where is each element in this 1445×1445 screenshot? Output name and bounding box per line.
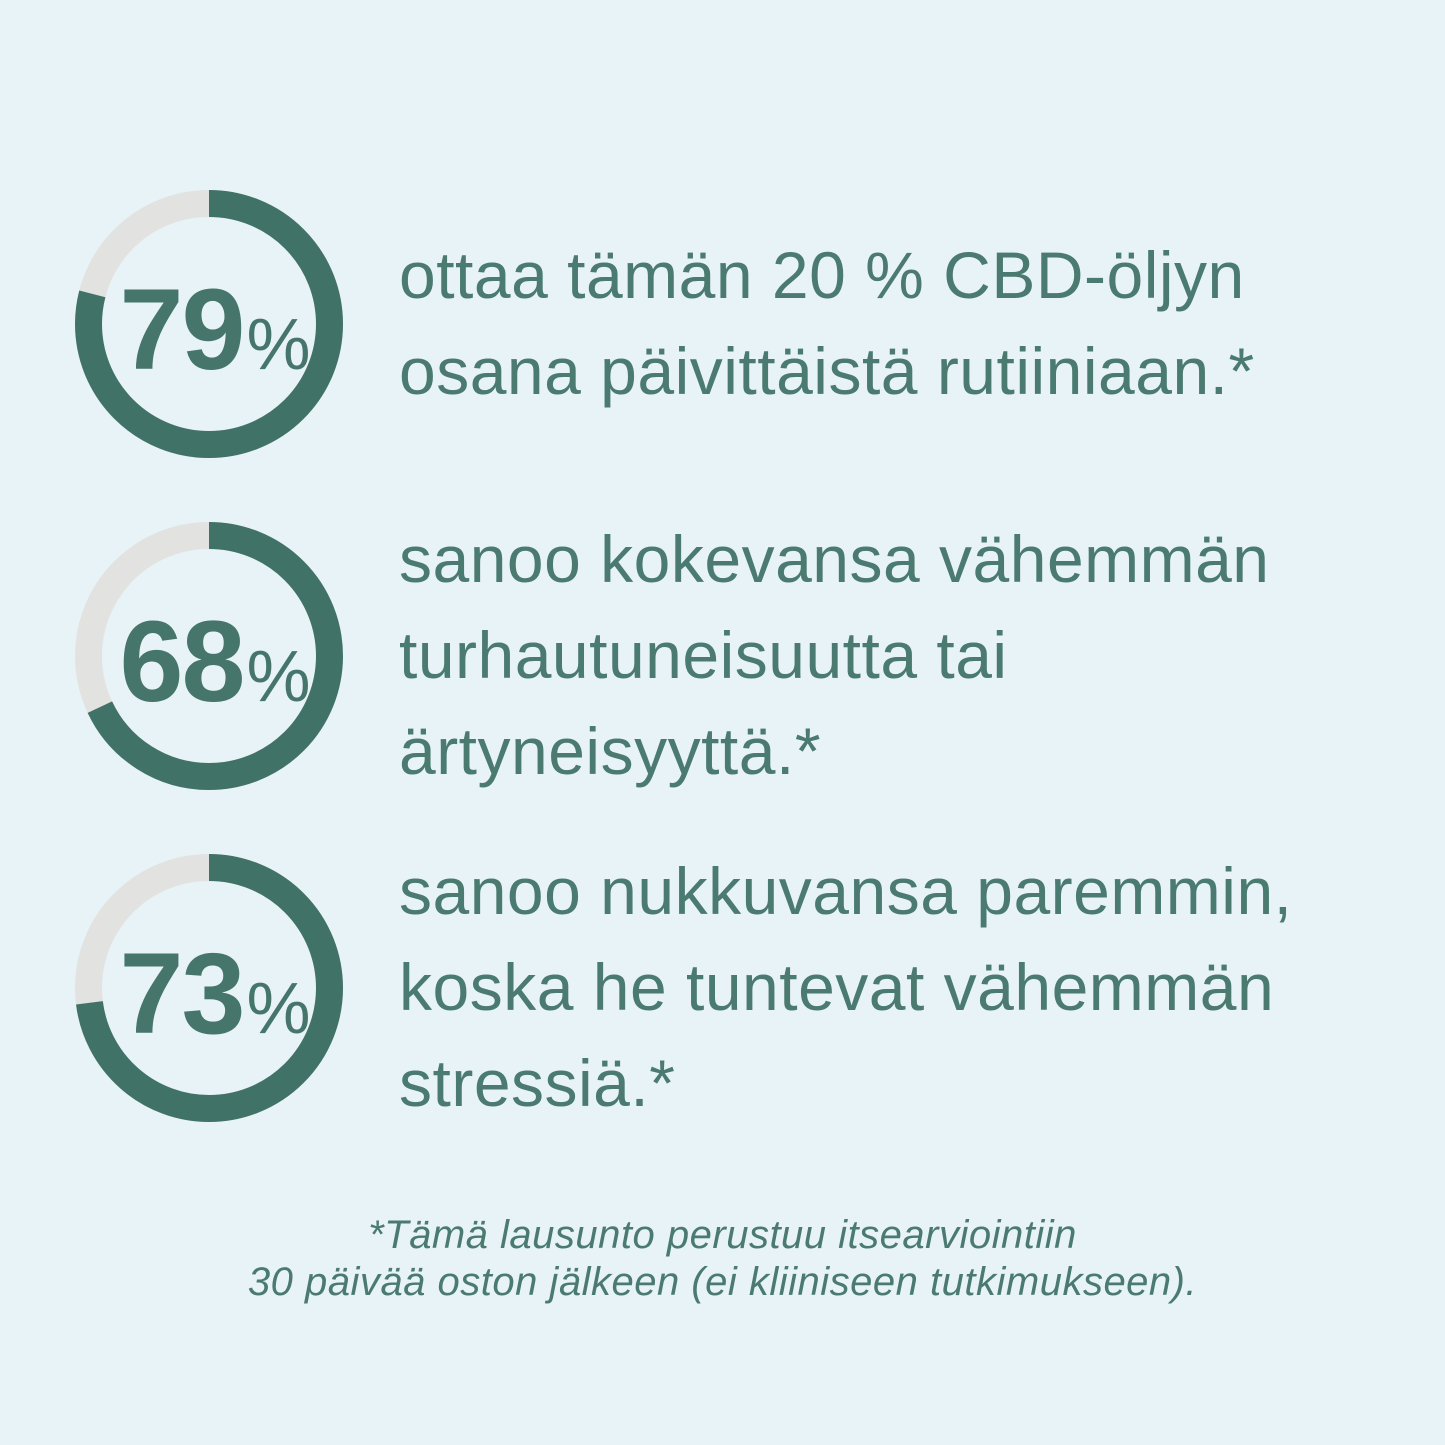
stat-row-daily-routine: 79 % ottaa tämän 20 % CBD-öljyn osana pä… (75, 190, 1405, 458)
donut-svg (75, 854, 343, 1122)
percent-sign: % (246, 968, 311, 1049)
stat-row-better-sleep: 73 % sanoo nukkuvansa paremmin, koska he… (75, 854, 1405, 1122)
percent-group: 79 % (119, 265, 311, 394)
percent-sign: % (246, 636, 311, 717)
donut-arc (75, 522, 343, 790)
donut-center-label: 68 % (75, 522, 343, 790)
donut-center-label: 73 % (75, 854, 343, 1122)
donut-svg (75, 190, 343, 458)
percent-value: 73 (119, 929, 246, 1058)
footnote: *Tämä lausunto perustuu itsearviointiin … (247, 1213, 1198, 1305)
percent-sign: % (246, 304, 311, 385)
stat-row-less-frustration: 68 % sanoo kokevansa vähemmän turhautune… (75, 522, 1405, 790)
stat-text: ottaa tämän 20 % CBD-öljyn osana päivitt… (399, 238, 1255, 408)
stat-text: sanoo nukkuvansa paremmin, koska he tunt… (399, 854, 1293, 1120)
percent-group: 68 % (119, 597, 311, 726)
donut-arc (75, 190, 343, 458)
donut-chart-79: 79 % (75, 190, 343, 458)
donut-arc (75, 854, 343, 1122)
percent-group: 73 % (119, 929, 311, 1058)
donut-center-label: 79 % (75, 190, 343, 458)
donut-svg (75, 522, 343, 790)
stat-text: sanoo kokevansa vähemmän turhautuneisuut… (399, 522, 1270, 788)
percent-value: 68 (119, 597, 246, 726)
donut-chart-73: 73 % (75, 854, 343, 1122)
percent-value: 79 (119, 265, 246, 394)
donut-chart-68: 68 % (75, 522, 343, 790)
